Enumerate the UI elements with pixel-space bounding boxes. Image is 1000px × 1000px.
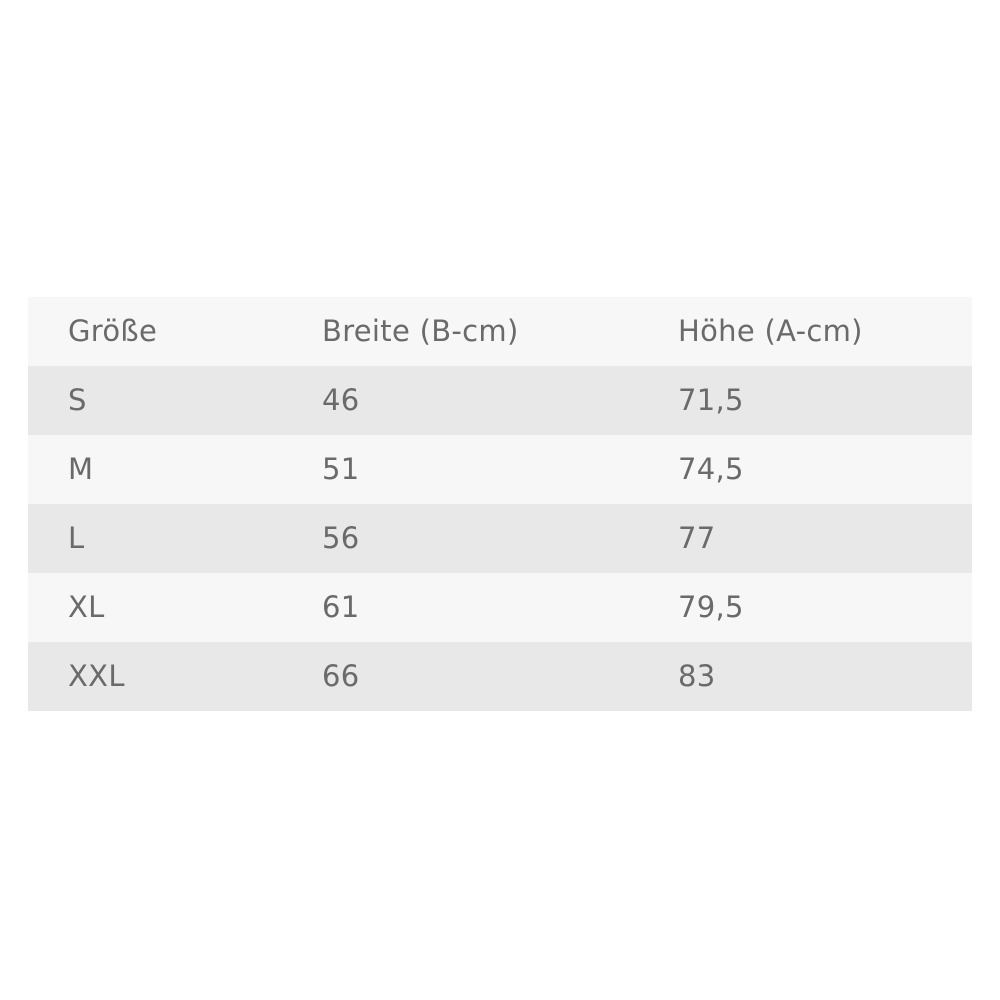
cell-height: 77	[678, 521, 716, 555]
table-row: S 46 71,5	[28, 366, 972, 435]
table-row: L 56 77	[28, 504, 972, 573]
header-width: Breite (B-cm)	[322, 314, 519, 348]
cell-width: 61	[322, 590, 360, 624]
table-row: M 51 74,5	[28, 435, 972, 504]
cell-height: 79,5	[678, 590, 744, 624]
size-table: Größe Breite (B-cm) Höhe (A-cm) S 46 71,…	[28, 297, 972, 711]
cell-size: XL	[68, 590, 105, 624]
table-header-row: Größe Breite (B-cm) Höhe (A-cm)	[28, 297, 972, 366]
cell-size: XXL	[68, 659, 125, 693]
table-row: XL 61 79,5	[28, 573, 972, 642]
cell-width: 66	[322, 659, 360, 693]
table-row: XXL 66 83	[28, 642, 972, 711]
cell-height: 71,5	[678, 383, 744, 417]
cell-width: 51	[322, 452, 360, 486]
cell-height: 74,5	[678, 452, 744, 486]
cell-height: 83	[678, 659, 716, 693]
cell-size: M	[68, 452, 94, 486]
header-height: Höhe (A-cm)	[678, 314, 863, 348]
cell-width: 46	[322, 383, 360, 417]
header-size: Größe	[68, 314, 158, 348]
cell-size: S	[68, 383, 87, 417]
cell-width: 56	[322, 521, 360, 555]
cell-size: L	[68, 521, 85, 555]
